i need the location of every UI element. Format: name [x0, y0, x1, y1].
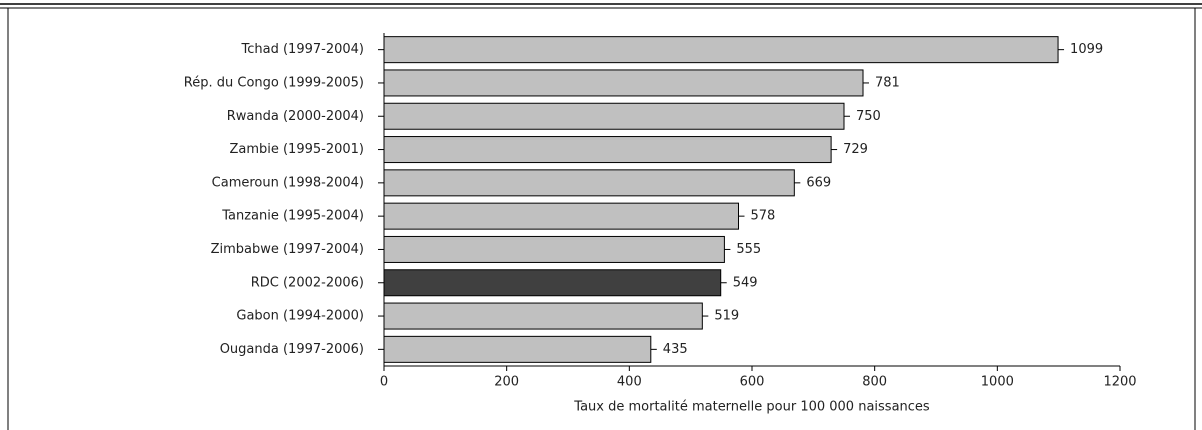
y-tick-label: Tanzanie (1995-2004) [221, 209, 364, 224]
y-tick-label: Gabon (1994-2000) [236, 309, 364, 324]
bar [383, 169, 795, 197]
x-tick-label: 1200 [1103, 375, 1136, 390]
value-label: 549 [733, 275, 758, 290]
bar [383, 235, 725, 263]
y-tick-label: Zambie (1995-2001) [229, 142, 364, 157]
value-label: 519 [714, 309, 739, 324]
bar [383, 202, 740, 230]
x-tick-label: 600 [740, 375, 765, 390]
bar [383, 69, 864, 97]
x-tick-label: 400 [617, 375, 642, 390]
value-label: 578 [751, 209, 776, 224]
y-tick-label: Ouganda (1997-2006) [220, 342, 364, 357]
bar [383, 36, 1059, 64]
y-tick-label: Zimbabwe (1997-2004) [211, 242, 364, 257]
bar [383, 136, 832, 164]
y-tick-label: RDC (2002-2006) [251, 275, 364, 290]
bar [383, 269, 722, 297]
x-tick-label: 0 [380, 375, 388, 390]
y-tick-label: Rwanda (2000-2004) [227, 109, 364, 124]
value-label: 435 [663, 342, 688, 357]
y-tick-label: Rép. du Congo (1999-2005) [184, 75, 364, 90]
value-label: 1099 [1070, 42, 1103, 57]
x-tick-label: 800 [862, 375, 887, 390]
bar [383, 102, 845, 130]
value-label: 750 [856, 109, 881, 124]
x-tick-label: 1000 [981, 375, 1014, 390]
value-label: 781 [875, 75, 900, 90]
value-label: 669 [806, 175, 831, 190]
bar [383, 302, 703, 330]
y-tick-label: Cameroun (1998-2004) [212, 175, 364, 190]
x-axis-label: Taux de mortalité maternelle pour 100 00… [573, 400, 930, 415]
x-tick-label: 200 [494, 375, 519, 390]
y-tick-label: Tchad (1997-2004) [241, 42, 364, 57]
value-label: 729 [843, 142, 868, 157]
bar [383, 335, 652, 363]
value-label: 555 [736, 242, 761, 257]
